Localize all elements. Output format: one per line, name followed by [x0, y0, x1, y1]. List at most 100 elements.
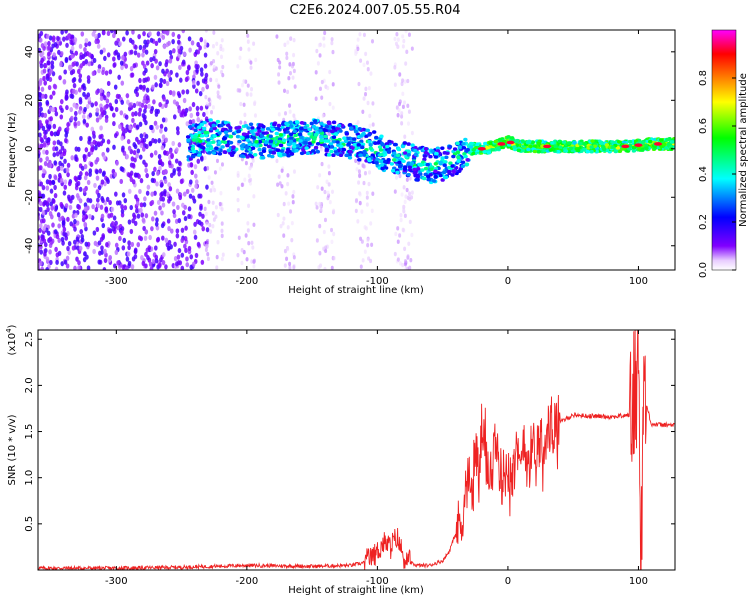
- spectrogram-cell: [422, 157, 427, 162]
- spectrogram-cell: [274, 131, 279, 136]
- spectrogram-cell: [38, 192, 42, 198]
- spectrogram-cell: [286, 153, 291, 158]
- spectrogram-cell: [231, 150, 236, 155]
- snr-x-label: Height of straight line (km): [288, 585, 424, 596]
- spectrogram-cell: [204, 30, 208, 33]
- spectrogram-cell: [210, 180, 214, 186]
- spectrogram-cell: [180, 227, 185, 233]
- spectrogram-cell: [77, 265, 81, 270]
- spectrogram-cell: [270, 127, 276, 132]
- spectrogram-cell: [220, 145, 225, 149]
- spectrogram-cell: [325, 179, 329, 184]
- spectrogram-cell: [253, 113, 257, 118]
- spectrogram-cell: [402, 141, 408, 145]
- spectrogram-cell: [67, 249, 72, 256]
- spectrogram-cell: [125, 93, 130, 99]
- spectrogram-cell: [336, 123, 342, 128]
- spectrogram-cell: [191, 195, 196, 201]
- spectrogram-cell: [412, 167, 417, 172]
- spectrogram-cell: [69, 198, 73, 204]
- spectrogram-cell: [250, 146, 256, 151]
- spectrogram-cell: [50, 214, 54, 220]
- spectrogram-cell: [38, 260, 43, 266]
- spectrogram-cell: [105, 242, 109, 248]
- spectrogram-cell: [401, 104, 405, 110]
- spectrogram-cell: [327, 164, 331, 169]
- spectrogram-cell: [248, 122, 254, 127]
- spectrogram-cell: [220, 38, 224, 43]
- spectrogram-cell: [78, 77, 82, 83]
- spectrogram-cell: [217, 151, 223, 156]
- spectrogram-cell: [226, 148, 232, 153]
- spectrogram-cell: [292, 142, 297, 146]
- spectrogram-cell: [75, 61, 79, 67]
- spectrogram-cell: [95, 111, 99, 117]
- spectrogram-cell: [220, 162, 224, 167]
- spectrogram-cell: [127, 172, 131, 178]
- spectrogram-cell: [221, 64, 225, 70]
- spectrogram-cell: [172, 167, 177, 174]
- spectrogram-cell: [154, 258, 159, 264]
- spectrogram-cell: [52, 83, 57, 89]
- spectrogram-cell: [405, 49, 409, 55]
- spectrogram-cell: [101, 69, 105, 76]
- spectrogram-cell: [49, 188, 54, 194]
- colorbar-tick-label: 0.8: [698, 70, 709, 86]
- snr-y-label: SNR (10 * v/v): [7, 414, 18, 485]
- spectrogram-cell: [191, 80, 196, 86]
- spectrogram-cell: [496, 146, 501, 150]
- spectrogram-cell: [316, 185, 320, 190]
- spectrogram-cell: [99, 236, 104, 242]
- spectrogram-cell: [160, 145, 165, 151]
- spectrogram-cell: [246, 228, 250, 233]
- spectrogram-cell: [631, 149, 637, 153]
- spectrogram-cell: [70, 194, 75, 200]
- spectrogram-cell: [405, 187, 409, 193]
- spectrogram-cell: [140, 212, 145, 218]
- spectrogram-cell: [409, 257, 413, 263]
- spectrogram-cell: [127, 244, 131, 251]
- spectrogram-cell: [74, 156, 78, 162]
- spectrogram-cell: [383, 159, 388, 164]
- spectrogram-cell: [45, 73, 50, 79]
- spectrogram-cell: [74, 146, 79, 152]
- spectrogram-cell: [138, 188, 142, 195]
- spectrogram-cell: [72, 102, 77, 108]
- spectrogram-cell: [167, 72, 172, 79]
- spectrogram-cell: [136, 52, 141, 58]
- spectrogram-cell: [48, 173, 52, 180]
- spectrogram-cell: [281, 221, 285, 226]
- spectrogram-cell: [247, 203, 251, 209]
- spectrogram-cell: [333, 132, 338, 137]
- spectrogram-cell: [103, 55, 107, 61]
- spectrogram-cell: [536, 149, 541, 154]
- spectrogram-cell: [118, 235, 122, 242]
- spectrogram-cell: [54, 205, 59, 211]
- spectrogram-cell: [97, 185, 102, 191]
- spectrogram-cell: [175, 233, 180, 239]
- spectrogram-cell: [238, 55, 242, 61]
- spectrogram-cell: [590, 139, 595, 143]
- spectrogram-cell: [120, 80, 125, 86]
- spectrogram-cell: [257, 123, 263, 127]
- spectrogram-cell: [198, 91, 203, 97]
- snr-x-ticks: -300 -200 -100 0 100: [105, 330, 648, 587]
- spectrogram-cell: [401, 34, 405, 39]
- spectrogram-cell: [400, 144, 406, 149]
- spectrogram-cell: [403, 100, 407, 105]
- spectrogram-cell: [235, 134, 241, 139]
- spectrogram-cell: [220, 228, 224, 234]
- spectrogram-cell: [142, 63, 147, 70]
- spectrogram-cell: [444, 155, 449, 160]
- spectrogram-cell: [368, 123, 372, 129]
- spectrogram-cell: [341, 147, 347, 152]
- spectrogram-cell: [236, 207, 240, 213]
- spectrogram-cell: [206, 166, 210, 171]
- spectrogram-cell: [190, 154, 196, 159]
- spectrogram-cell: [128, 125, 132, 131]
- spectrogram-cell: [95, 169, 99, 175]
- spectrogram-cell: [84, 58, 89, 65]
- spectrogram-cell: [322, 127, 327, 132]
- spectrogram-cell: [73, 226, 77, 232]
- spectrogram-cell: [139, 142, 144, 148]
